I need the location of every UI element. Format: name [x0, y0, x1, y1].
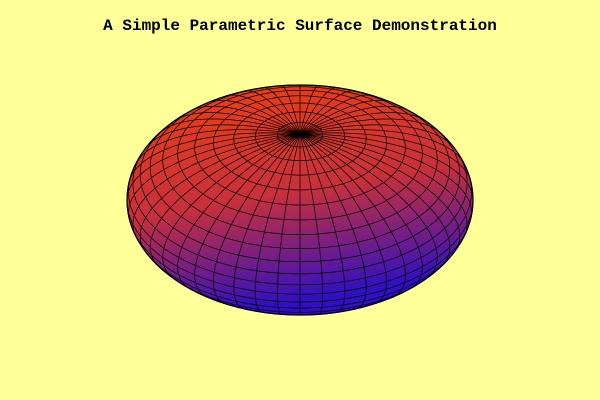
mesh-longitude-line	[299, 85, 319, 135]
mesh-longitude-line	[299, 105, 411, 135]
mesh-longitude-line	[299, 133, 423, 290]
mesh-longitude-line	[254, 133, 301, 313]
mesh-longitude-line	[299, 87, 338, 135]
mesh-longitude-line	[299, 133, 367, 310]
mesh-longitude-line	[213, 133, 301, 305]
mesh-longitude-line	[157, 118, 301, 136]
mesh-longitude-line	[299, 118, 443, 136]
mesh-longitude-line	[299, 132, 472, 184]
mesh-longitude-line	[226, 94, 301, 135]
mesh-longitude-line	[299, 133, 468, 236]
surface-mesh	[126, 84, 474, 316]
mesh-longitude-line	[144, 124, 301, 150]
mesh-longitude-line	[132, 133, 301, 236]
mesh-longitude-line	[149, 133, 301, 268]
surface-silhouette	[126, 84, 474, 316]
mesh-longitude-line	[128, 132, 301, 184]
mesh-longitude-line	[177, 133, 301, 290]
mesh-longitude-line	[299, 133, 472, 220]
mesh-longitude-line	[189, 105, 301, 135]
mesh-longitude-line	[162, 133, 301, 280]
mesh-longitude-line	[299, 124, 456, 150]
mesh-longitude-line	[299, 112, 428, 135]
mesh-longitude-line	[299, 133, 346, 313]
mesh-longitude-line	[299, 94, 374, 135]
mesh-longitude-line	[299, 133, 438, 280]
mesh-longitude-line	[243, 90, 301, 135]
mesh-longitude-line	[299, 90, 357, 135]
mesh-longitude-line	[299, 129, 465, 165]
mesh-longitude-line	[206, 99, 301, 135]
mesh-longitude-line	[299, 133, 451, 268]
mesh-longitude-line	[299, 99, 394, 135]
mesh-longitude-line	[281, 85, 301, 135]
mesh-longitude-line	[135, 129, 301, 165]
mesh-longitude-line	[299, 133, 474, 201]
mesh-longitude-line	[277, 133, 301, 315]
mesh-longitude-line	[233, 133, 301, 310]
mesh-longitude-line	[262, 87, 301, 135]
chart-title: A Simple Parametric Surface Demonstratio…	[103, 17, 497, 35]
mesh-longitude-line	[299, 133, 387, 305]
mesh-longitude-line	[299, 133, 461, 254]
mesh-longitude-line	[194, 133, 301, 299]
mesh-longitude-line	[172, 112, 301, 135]
mesh-longitude-line	[126, 133, 301, 201]
mesh-longitude-line	[299, 133, 323, 315]
mesh-longitude-line	[299, 133, 406, 299]
mesh-longitude-line	[139, 133, 301, 254]
mesh-longitude-line	[128, 133, 301, 220]
